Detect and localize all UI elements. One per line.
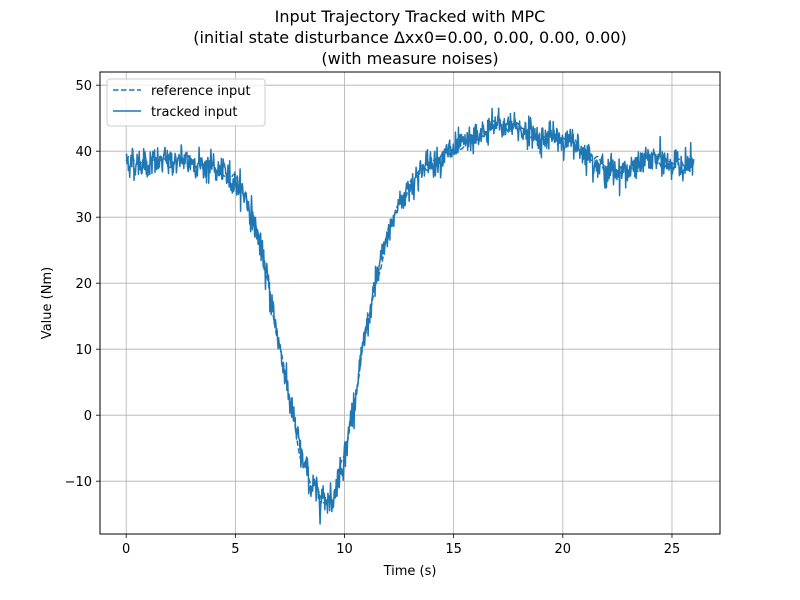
chart-subtitle-2: (with measure noises) — [321, 49, 498, 68]
chart-title: Input Trajectory Tracked with MPC — [275, 7, 546, 26]
x-tick-label: 25 — [664, 542, 681, 557]
y-tick-label: −10 — [65, 475, 92, 490]
tracked-input-line — [125, 107, 695, 525]
ticks: 0 5 10 15 20 25 −10 0 10 20 30 40 50 — [65, 79, 681, 557]
y-tick-label: 0 — [84, 409, 92, 424]
chart-subtitle-1: (initial state disturbance Δxx0=0.00, 0.… — [193, 28, 626, 47]
y-tick-label: 30 — [75, 211, 92, 226]
y-tick-label: 50 — [75, 79, 92, 94]
legend-tracked-label: tracked input — [151, 105, 237, 120]
x-tick-label: 5 — [231, 542, 239, 557]
y-tick-label: 10 — [75, 343, 92, 358]
legend-reference-label: reference input — [151, 84, 251, 99]
x-tick-label: 10 — [336, 542, 353, 557]
grid — [100, 72, 720, 534]
plot-area-frame — [99, 71, 721, 535]
series-layer — [125, 107, 695, 525]
legend: reference input tracked input — [106, 78, 266, 127]
x-tick-label: 20 — [555, 542, 572, 557]
x-tick-label: 0 — [122, 542, 130, 557]
y-tick-label: 20 — [75, 277, 92, 292]
x-axis-label: Time (s) — [383, 564, 437, 579]
legend-box — [106, 78, 266, 127]
y-axis-label: Value (Nm) — [40, 267, 55, 339]
y-tick-label: 40 — [75, 145, 92, 160]
x-tick-label: 15 — [445, 542, 462, 557]
